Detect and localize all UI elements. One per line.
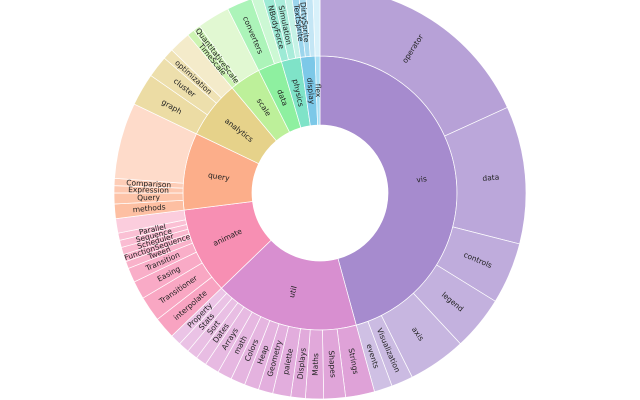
outer-label-data: data — [482, 172, 500, 182]
outer-ring — [113, 0, 527, 400]
outer-label-expression: Expression — [128, 185, 169, 195]
outer-segment-flex-unlabeled-51[interactable] — [312, 0, 321, 57]
outer-label-shapes: Shapes — [327, 350, 338, 378]
outer-label-dirtysprite: DirtySprite — [298, 2, 311, 44]
inner-label-flex: flex — [314, 84, 323, 98]
outer-label-query: Query — [137, 193, 161, 203]
inner-label-display: display — [305, 77, 316, 105]
outer-label-displays: Displays — [296, 347, 308, 379]
outer-label-maths: Maths — [311, 353, 321, 376]
inner-label-vis: vis — [416, 174, 428, 184]
center-hole — [252, 125, 388, 261]
outer-label-methods: methods — [132, 202, 166, 214]
inner-label-util: util — [287, 285, 299, 299]
outer-label-comparison: Comparison — [126, 178, 172, 189]
inner-ring — [182, 55, 458, 331]
inner-label-query: query — [207, 170, 230, 182]
